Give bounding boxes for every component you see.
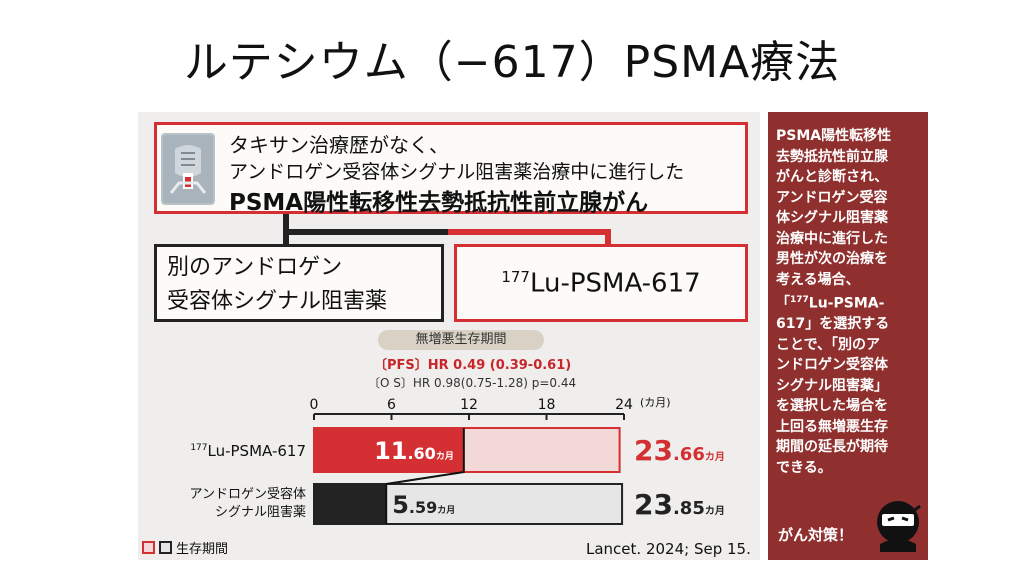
- pfs-step-connector: [385, 428, 465, 524]
- patient-condition-box: タキサン治療歴がなく、 アンドロゲン受容体シグナル阻害薬治療中に進行した PSM…: [154, 122, 748, 216]
- x-tick-label: 18: [538, 397, 556, 413]
- row-label-arsi: アンドロゲン受容体: [190, 486, 306, 502]
- pfs-bar: [314, 428, 464, 472]
- sidebar-line: PSMA陽性転移性: [776, 128, 892, 144]
- row-label-arsi: シグナル阻害薬: [215, 504, 306, 520]
- pfs-pill-label: 無増悪生存期間: [378, 330, 544, 350]
- sidebar-summary: PSMA陽性転移性 去勢抵抗性前立腺 がんと診断され、 アンドロゲン受容 体シグ…: [768, 112, 928, 560]
- row-label-lu-psma: 177Lu-PSMA-617: [190, 442, 306, 460]
- sidebar-text: PSMA陽性転移性 去勢抵抗性前立腺 がんと診断され、 アンドロゲン受容 体シグ…: [776, 126, 920, 478]
- sidebar-line: を選択した場合を: [776, 398, 888, 415]
- os-hazard-ratio: 〔O S〕HR 0.98(0.75-1.28) p=0.44: [368, 376, 577, 390]
- pfs-bar-chart: 0 6 12 18 24 (カ月) 11.60カ月 23.66カ月 177Lu-PSMA-617…: [190, 396, 725, 525]
- sidebar-line: 617」を選択する: [776, 316, 890, 333]
- legend-swatch-lu: [142, 541, 155, 554]
- condition-line-1: タキサン治療歴がなく、: [229, 133, 449, 157]
- legend-label: 生存期間: [176, 542, 229, 557]
- sidebar-line: アンドロゲン受容: [776, 189, 888, 206]
- option-arsi-box: 別のアンドロゲン 受容体シグナル阻害薬: [154, 244, 444, 322]
- sidebar-footer: がん対策！: [778, 526, 854, 544]
- option-lu-psma-sup: 177: [501, 267, 530, 286]
- condition-line-3: PSMA陽性転移性去勢抵抗性前立腺がん: [229, 190, 649, 216]
- citation: Lancet. 2024; Sep 15.: [586, 540, 751, 558]
- figure-panel: タキサン治療歴がなく、 アンドロゲン受容体シグナル阻害薬治療中に進行した PSM…: [138, 112, 760, 560]
- option-lu-psma-label: Lu-PSMA-617: [529, 268, 701, 299]
- sidebar-line: 男性が次の治療を: [776, 251, 888, 267]
- option-arsi-line-1: 別のアンドロゲン: [167, 255, 343, 280]
- x-tick-label: 0: [310, 397, 319, 413]
- pfs-value-label: 11.60カ月: [374, 437, 454, 465]
- condition-line-2: アンドロゲン受容体シグナル阻害薬治療中に進行した: [229, 161, 685, 183]
- xray-icon: [161, 133, 215, 205]
- sidebar-line: 期間の延長が期待: [776, 439, 888, 456]
- sidebar-line-lu: 「177Lu-PSMA-: [776, 295, 885, 312]
- ninja-mascot-icon: [877, 501, 921, 552]
- total-value-label: 23.66カ月: [634, 434, 725, 467]
- sidebar-line: 去勢抵抗性前立腺: [776, 148, 888, 165]
- pfs-bar: [314, 484, 387, 524]
- sidebar-line: 治療中に進行した: [776, 230, 888, 247]
- x-tick-label: 12: [460, 397, 478, 413]
- x-tick-label: 24: [615, 397, 633, 413]
- sidebar-line: ンドロゲン受容体: [776, 357, 888, 374]
- sidebar-line: がんと診断され、: [776, 169, 889, 185]
- option-lu-psma-box: 177Lu-PSMA-617: [454, 244, 748, 322]
- pfs-value-label: 5.59カ月: [392, 491, 455, 519]
- sidebar-line: できる。: [776, 459, 832, 476]
- branch-connectors: [283, 214, 611, 244]
- x-tick-label: 6: [387, 397, 396, 413]
- sidebar-line: 上回る無増悪生存: [776, 418, 888, 435]
- legend-swatch-arsi: [159, 541, 172, 554]
- option-arsi-line-2: 受容体シグナル阻害薬: [167, 289, 388, 314]
- x-axis-unit: (カ月): [640, 396, 671, 409]
- sidebar-line: 体シグナル阻害薬: [776, 210, 888, 226]
- sidebar-line: ことで、「別のア: [776, 336, 881, 353]
- total-value-label: 23.85カ月: [634, 488, 725, 521]
- legend: 生存期間: [142, 538, 228, 557]
- pfs-hazard-ratio: 〔PFS〕HR 0.49 (0.39-0.61): [374, 358, 572, 373]
- sidebar-line: 考える場合、: [776, 271, 860, 288]
- sidebar-line: シグナル阻害薬」: [776, 377, 888, 394]
- slide-title: ルテシウム（−617）PSMA療法: [183, 37, 841, 88]
